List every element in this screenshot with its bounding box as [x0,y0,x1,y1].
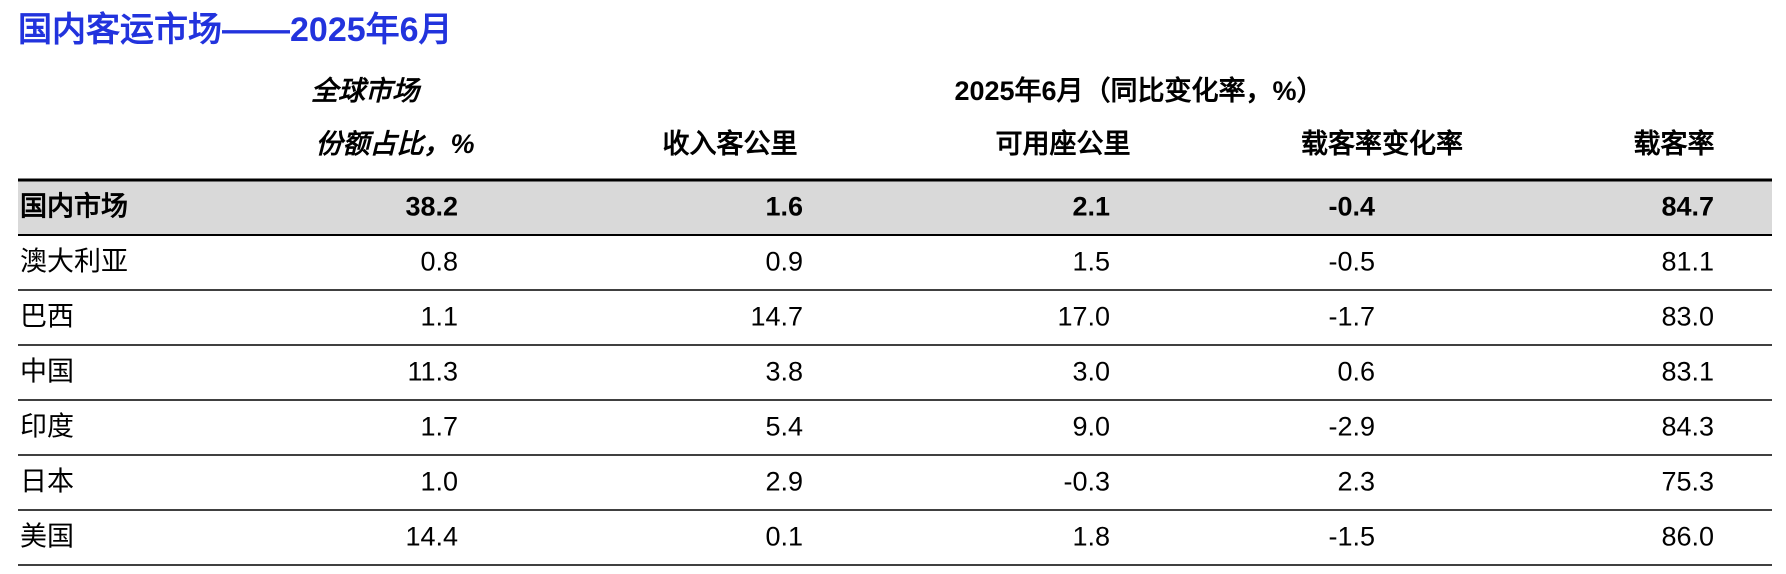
cell-value: 14.7 [750,302,803,332]
cell-value: -1.5 [1328,522,1375,552]
cell-value: -0.3 [1063,467,1110,497]
cell-value: 81.1 [1661,247,1714,277]
cell-value: 3.8 [765,357,803,387]
cell-value: 38.2 [405,192,458,222]
column-header: 载客率变化率 [1301,128,1463,159]
cell-value: 1.7 [420,412,458,442]
row-label: 国内市场 [20,191,128,222]
highlight-row-bg [18,180,1772,235]
row-label: 巴西 [20,302,74,332]
column-header: 可用座公里 [996,128,1131,159]
title: 国内客运市场——2025年6月 [18,10,453,49]
cell-value: 75.3 [1661,467,1714,497]
column-header: 载客率 [1634,128,1715,159]
cell-value: 0.8 [420,247,458,277]
cell-value: -0.4 [1328,192,1375,222]
cell-value: 0.9 [765,247,803,277]
cell-value: 84.7 [1661,192,1714,222]
row-label: 中国 [20,357,74,387]
cell-value: -2.9 [1328,412,1375,442]
cell-value: 83.1 [1661,357,1714,387]
cell-value: -0.5 [1328,247,1375,277]
cell-value: 1.8 [1072,522,1110,552]
cell-value: 86.0 [1661,522,1714,552]
cell-value: 3.0 [1072,357,1110,387]
cell-value: 2.1 [1072,192,1110,222]
cell-value: 83.0 [1661,302,1714,332]
cell-value: 9.0 [1072,412,1110,442]
cell-value: 84.3 [1661,412,1714,442]
column-header: 收入客公里 [663,128,798,159]
cell-value: 5.4 [765,412,803,442]
row-label: 美国 [20,522,74,552]
cell-value: 1.6 [765,192,803,222]
cell-value: 17.0 [1057,302,1110,332]
share-header: 份额占比，% [315,129,474,159]
row-label: 澳大利亚 [20,247,128,277]
cell-value: 2.9 [765,467,803,497]
group-header: 2025年6月（同比变化率，%） [954,75,1323,106]
cell-value: 14.4 [405,522,458,552]
cell-value: 1.1 [420,302,458,332]
cell-value: 0.1 [765,522,803,552]
cell-value: 1.5 [1072,247,1110,277]
cell-value: 0.6 [1337,357,1375,387]
row-label: 日本 [20,467,74,497]
cell-value: 11.3 [407,357,458,387]
row-label: 印度 [20,412,74,442]
share-header: 全球市场 [311,76,422,106]
cell-value: 2.3 [1337,467,1375,497]
cell-value: -1.7 [1328,302,1375,332]
cell-value: 1.0 [420,467,458,497]
